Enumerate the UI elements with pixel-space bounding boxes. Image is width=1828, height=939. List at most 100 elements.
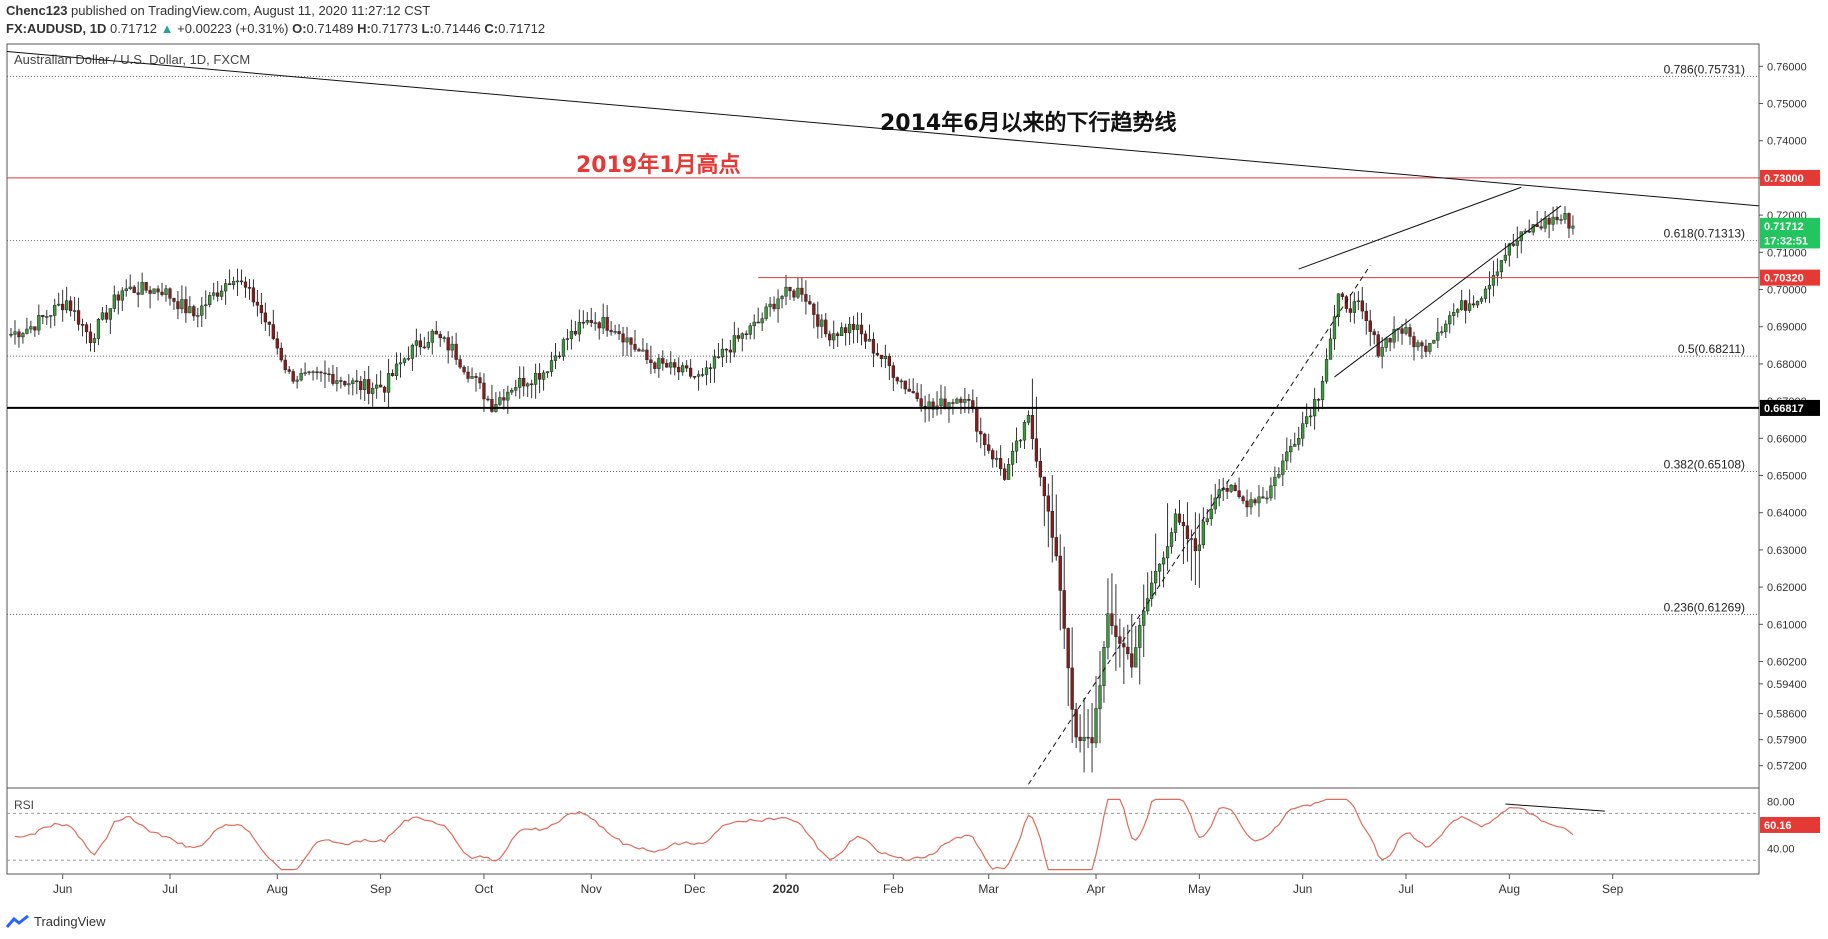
candle-body	[589, 320, 593, 323]
candle-body	[1173, 513, 1178, 533]
candle-body	[1285, 451, 1289, 462]
candle-body	[760, 318, 764, 324]
candle-body	[820, 319, 824, 327]
candle-body	[303, 372, 307, 374]
rsi-line	[14, 798, 1574, 871]
candle-body	[1062, 590, 1066, 629]
candle-body	[1245, 500, 1249, 508]
candle-body	[704, 367, 709, 375]
y-tick-label: 0.62000	[1767, 582, 1807, 594]
candle-body	[1038, 460, 1043, 478]
candle-body	[267, 321, 271, 325]
candle-body	[855, 324, 860, 330]
candle-body	[1265, 497, 1269, 500]
candle-body	[1157, 563, 1162, 572]
published-text: published on TradingView.com, August 11,…	[71, 3, 431, 18]
change-value: +0.00223 (+0.31%)	[177, 21, 289, 36]
candle-body	[29, 326, 33, 330]
candle-body	[593, 322, 597, 324]
candle-body	[716, 356, 721, 358]
candle-body	[1058, 555, 1062, 591]
candle-body	[879, 354, 884, 359]
candle-body	[100, 312, 105, 320]
candle-body	[1189, 538, 1194, 540]
candle-body	[1213, 497, 1217, 510]
candle-body	[907, 388, 911, 392]
candle-body	[692, 376, 697, 378]
candle-body	[565, 338, 570, 340]
candle-body	[398, 362, 403, 365]
high-value: 0.71773	[370, 21, 418, 36]
candle-body	[1452, 312, 1456, 316]
candle-body	[128, 286, 132, 290]
candle-body	[80, 324, 85, 326]
candle-body	[1201, 521, 1205, 546]
candle-body	[1026, 414, 1031, 423]
candle-body	[235, 280, 240, 283]
candle-body	[1134, 647, 1138, 668]
price-tag	[1760, 399, 1820, 416]
candle-body	[955, 398, 959, 404]
candle-body	[255, 301, 260, 306]
footer[interactable]: TradingView	[6, 914, 106, 929]
candle-body	[247, 287, 252, 289]
candle-body	[1110, 613, 1114, 627]
chart-title: Australian Dollar / U.S. Dollar, 1D, FXC…	[14, 52, 250, 67]
candle-body	[832, 333, 836, 341]
tradingview-logo-icon	[6, 914, 29, 928]
fib-label: 0.236(0.61269)	[1664, 600, 1745, 614]
candle-body	[1253, 499, 1257, 504]
candle-body	[406, 358, 411, 360]
candle-body	[76, 310, 81, 325]
author-name[interactable]: Chenc123	[6, 3, 68, 18]
candle-body	[271, 324, 275, 339]
candle-body	[998, 458, 1003, 470]
candle-body	[657, 358, 661, 369]
candle-body	[227, 283, 232, 286]
candle-body	[1495, 271, 1500, 276]
candle-body	[1277, 474, 1281, 478]
candle-body	[390, 373, 395, 376]
y-tick-label: 0.68000	[1767, 359, 1807, 371]
candle-body	[863, 333, 868, 342]
wedge-lower-line	[1334, 205, 1562, 378]
last-price: 0.71712	[110, 21, 158, 36]
candle-body	[1249, 499, 1253, 508]
candle-body	[458, 359, 462, 368]
symbol-label[interactable]: FX:AUDUSD, 1D	[6, 21, 107, 36]
candle-body	[1070, 667, 1074, 710]
candle-body	[1014, 440, 1019, 452]
x-tick-label: Mar	[978, 882, 999, 896]
candle-body	[1559, 219, 1563, 221]
candle-body	[335, 380, 339, 384]
candle-body	[1054, 537, 1058, 557]
candle-body	[605, 317, 609, 331]
candle-body	[1467, 303, 1472, 311]
candle-body	[231, 281, 236, 286]
candle-body	[92, 338, 97, 343]
y-tick-label: 0.58600	[1767, 709, 1807, 721]
fib-label: 0.786(0.75731)	[1664, 62, 1745, 76]
candle-body	[1305, 416, 1309, 424]
candle-body	[1090, 737, 1094, 744]
candle-body	[1555, 216, 1559, 221]
candle-body	[617, 331, 621, 335]
close-label: C:	[484, 21, 499, 36]
candle-body	[216, 292, 220, 297]
candle-body	[315, 371, 319, 373]
candle-body	[1400, 328, 1404, 334]
candle-body	[263, 312, 268, 323]
candle-body	[466, 371, 470, 379]
trendlines[interactable]	[6, 50, 1760, 785]
candle-body	[887, 355, 891, 366]
candle-body	[522, 377, 526, 387]
candle-body	[859, 324, 864, 335]
candle-body	[359, 381, 363, 390]
candle-body	[204, 304, 208, 307]
candle-body	[1217, 489, 1221, 499]
candle-body	[1456, 309, 1460, 313]
annotation-downtrend: 2014年6月以来的下行趋势线	[880, 110, 1177, 136]
candle-body	[569, 330, 574, 339]
candle-body	[557, 355, 562, 358]
